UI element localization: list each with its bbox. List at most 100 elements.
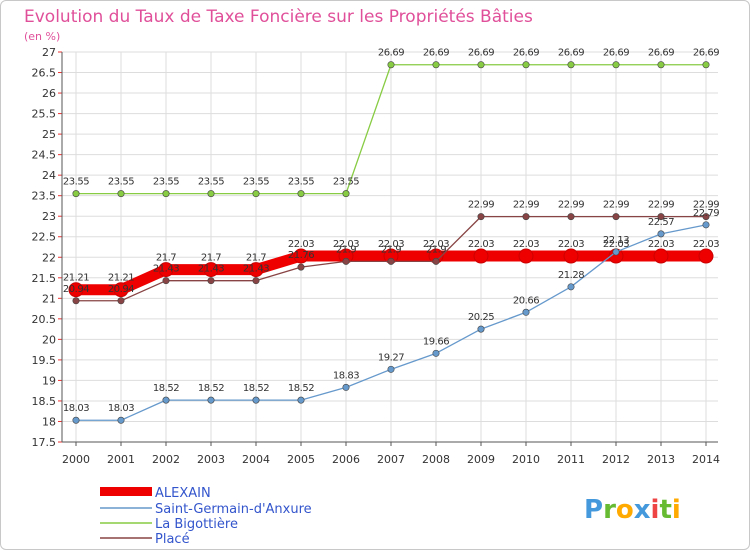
point-plac--2008	[432, 257, 440, 265]
point-plac--2009	[477, 213, 485, 221]
chart-subtitle: (en %)	[24, 30, 60, 43]
y-tick-label: 22	[42, 251, 56, 264]
logo-letter: x	[634, 495, 651, 525]
point-la-bigotti-re-2014	[702, 61, 710, 69]
y-tick-label: 21	[42, 292, 56, 305]
data-label-saint-germain-d-anxure-2008: 19.66	[423, 336, 449, 347]
y-tick-label: 20	[42, 333, 56, 346]
data-label-plac--2001: 20.94	[108, 284, 134, 295]
data-label-plac--2000: 20.94	[63, 284, 89, 295]
data-label-plac--2012: 22.99	[603, 200, 629, 211]
data-label-plac--2014: 22.99	[693, 200, 719, 211]
y-tick-label: 24.5	[32, 149, 57, 162]
y-tick-label: 18.5	[32, 395, 57, 408]
data-label-alexain-2014: 22.03	[693, 239, 719, 250]
y-tick-label: 23	[42, 210, 56, 223]
data-label-plac--2007: 21.9	[381, 244, 401, 255]
legend-label-place: Placé	[155, 532, 190, 547]
y-tick-label: 26	[42, 87, 56, 100]
x-tick-label: 2007	[377, 453, 405, 466]
data-label-plac--2005: 21.76	[288, 250, 314, 261]
data-label-alexain-2002: 21.7	[156, 253, 176, 264]
point-la-bigotti-re-2001	[117, 190, 125, 198]
data-label-alexain-2013: 22.03	[648, 239, 674, 250]
point-la-bigotti-re-2010	[522, 61, 530, 69]
data-label-plac--2011: 22.99	[558, 200, 584, 211]
data-label-saint-germain-d-anxure-2002: 18.52	[153, 383, 179, 394]
point-plac--2004	[252, 277, 260, 285]
point-la-bigotti-re-2013	[657, 61, 665, 69]
data-label-plac--2009: 22.99	[468, 200, 494, 211]
axes	[61, 52, 718, 443]
data-label-la-bigotti-re-2005: 23.55	[288, 177, 314, 188]
data-label-la-bigotti-re-2006: 23.55	[333, 177, 359, 188]
data-label-la-bigotti-re-2009: 26.69	[468, 48, 494, 59]
point-plac--2000	[72, 297, 80, 305]
y-tick-label: 20.5	[32, 313, 57, 326]
data-label-alexain-2003: 21.7	[201, 253, 221, 264]
logo-text: Proxiti	[584, 495, 681, 525]
point-la-bigotti-re-2000	[72, 190, 80, 198]
data-label-plac--2004: 21.43	[243, 264, 269, 275]
x-tick-label: 2010	[512, 453, 540, 466]
data-label-saint-germain-d-anxure-2005: 18.52	[288, 383, 314, 394]
y-tick-label: 22.5	[32, 231, 57, 244]
data-label-saint-germain-d-anxure-2013: 22.57	[648, 217, 674, 228]
point-alexain-2005	[293, 248, 309, 264]
data-label-la-bigotti-re-2008: 26.69	[423, 48, 449, 59]
data-label-alexain-2011: 22.03	[558, 239, 584, 250]
data-label-saint-germain-d-anxure-2004: 18.52	[243, 383, 269, 394]
point-alexain-2002	[158, 262, 174, 278]
point-saint-germain-d-anxure-2006	[342, 383, 350, 391]
point-plac--2012	[612, 213, 620, 221]
y-tick-label: 26.5	[32, 67, 57, 80]
data-label-plac--2006: 21.9	[336, 244, 356, 255]
chart-title: Evolution du Taux de Taxe Foncière sur l…	[24, 7, 533, 27]
y-tick-label: 19.5	[32, 354, 57, 367]
logo-letter: t	[659, 495, 671, 525]
legend-label-alexain: ALEXAIN	[155, 486, 211, 501]
x-tick-label: 2002	[152, 453, 180, 466]
point-plac--2013	[657, 213, 665, 221]
point-plac--2006	[342, 257, 350, 265]
logo-letter: i	[651, 495, 660, 525]
legend: ALEXAIN Saint-Germain-d'Anxure La Bigott…	[100, 486, 312, 547]
data-label-la-bigotti-re-2011: 26.69	[558, 48, 584, 59]
legend-label-la-bigottiere: La Bigottière	[155, 517, 238, 532]
x-tick-label: 2011	[557, 453, 585, 466]
data-label-alexain-2012: 22.03	[603, 239, 629, 250]
point-la-bigotti-re-2011	[567, 61, 575, 69]
point-alexain-2000	[68, 282, 84, 298]
point-saint-germain-d-anxure-2005	[297, 396, 305, 404]
data-label-saint-germain-d-anxure-2003: 18.52	[198, 383, 224, 394]
point-saint-germain-d-anxure-2002	[162, 396, 170, 404]
data-label-la-bigotti-re-2002: 23.55	[153, 177, 179, 188]
data-label-plac--2008: 21.9	[426, 244, 446, 255]
x-tick-label: 2013	[647, 453, 675, 466]
data-label-saint-germain-d-anxure-2014: 22.79	[693, 208, 719, 219]
point-saint-germain-d-anxure-2013	[657, 230, 665, 238]
point-saint-germain-d-anxure-2007	[387, 365, 395, 373]
point-plac--2005	[297, 263, 305, 271]
legend-label-saint-germain: Saint-Germain-d'Anxure	[155, 502, 312, 517]
y-tick-label: 21.5	[32, 272, 57, 285]
y-tick-label: 24	[42, 169, 56, 182]
point-la-bigotti-re-2005	[297, 190, 305, 198]
y-tick-label: 17.5	[32, 436, 57, 449]
x-tick-label: 2012	[602, 453, 630, 466]
series-group	[68, 61, 714, 424]
y-tick-label: 27	[42, 46, 56, 59]
data-label-plac--2002: 21.43	[153, 264, 179, 275]
point-saint-germain-d-anxure-2008	[432, 349, 440, 357]
point-saint-germain-d-anxure-2010	[522, 308, 530, 316]
point-alexain-2003	[203, 262, 219, 278]
x-tick-label: 2005	[287, 453, 315, 466]
y-tick-label: 25	[42, 128, 56, 141]
point-saint-germain-d-anxure-2009	[477, 325, 485, 333]
y-tick-label: 25.5	[32, 108, 57, 121]
point-plac--2002	[162, 277, 170, 285]
data-label-saint-germain-d-anxure-2007: 19.27	[378, 352, 404, 363]
x-tick-label: 2008	[422, 453, 450, 466]
